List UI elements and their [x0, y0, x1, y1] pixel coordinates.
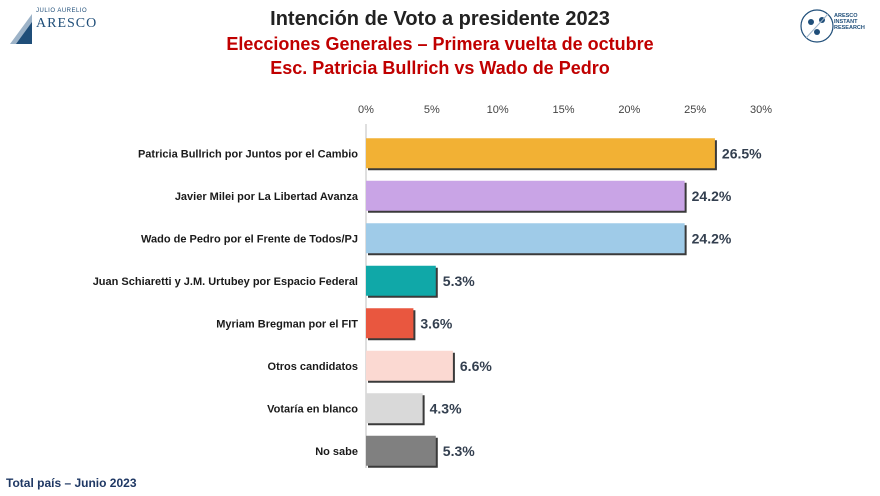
data-label: 4.3% — [430, 400, 462, 416]
category-label: Votaría en blanco — [267, 403, 358, 415]
bar — [366, 138, 715, 169]
data-label: 6.6% — [460, 358, 492, 374]
logo-small-text: JULIO AURELIO — [36, 8, 88, 14]
x-tick-label: 20% — [618, 104, 640, 116]
bar — [366, 180, 685, 211]
bar — [366, 435, 436, 466]
bar-chart: 0% 5% 10% 15% 20% 25% 30% Patricia Bullrich por… — [93, 104, 772, 468]
logo-right-line: ARESCO — [834, 13, 858, 19]
data-label: 24.2% — [692, 188, 732, 204]
aresco-logo: JULIO AURELIO ARESCO — [8, 8, 98, 48]
footer-note: Total país – Junio 2023 — [6, 476, 137, 490]
data-label: 5.3% — [443, 273, 475, 289]
data-label: 26.5% — [722, 145, 762, 161]
x-tick-label: 5% — [424, 104, 440, 116]
x-tick-label: 10% — [487, 104, 509, 116]
aresco-logo-mark-icon — [10, 14, 32, 44]
logo-right-line: RESEARCH — [834, 25, 865, 31]
logo-big-text: ARESCO — [36, 16, 98, 31]
chart-subtitle-1: Elecciones Generales – Primera vuelta de… — [226, 34, 654, 54]
logo-right-text: ARESCO INSTANT RESEARCH — [834, 13, 865, 31]
x-tick-label: 15% — [552, 104, 574, 116]
bar — [366, 350, 453, 381]
chart-titles: Intención de Voto a presidente 2023 Elec… — [0, 6, 880, 80]
aresco-instant-research-logo: ARESCO INSTANT RESEARCH — [800, 8, 866, 48]
data-label: 24.2% — [692, 230, 732, 246]
bar — [366, 308, 414, 339]
x-tick-label: 25% — [684, 104, 706, 116]
category-label: Otros candidatos — [268, 361, 358, 373]
globe-figures-icon — [800, 9, 834, 43]
logo-right-line: INSTANT — [834, 19, 858, 25]
x-tick-label: 0% — [358, 104, 374, 116]
chart-title: Intención de Voto a presidente 2023 — [270, 8, 610, 30]
bar — [366, 393, 423, 424]
chart-subtitle-2: Esc. Patricia Bullrich vs Wado de Pedro — [270, 58, 610, 78]
x-tick-label: 30% — [750, 104, 772, 116]
bar — [366, 223, 685, 254]
category-label: Wado de Pedro por el Frente de Todos/PJ — [141, 233, 358, 245]
category-label: Patricia Bullrich por Juntos por el Camb… — [138, 148, 358, 160]
bar — [366, 265, 436, 296]
category-label: No sabe — [315, 446, 358, 458]
data-label: 5.3% — [443, 443, 475, 459]
category-label: Juan Schiaretti y J.M. Urtubey por Espac… — [93, 276, 358, 288]
data-label: 3.6% — [420, 315, 452, 331]
category-label: Javier Milei por La Libertad Avanza — [175, 191, 359, 203]
category-label: Myriam Bregman por el FIT — [216, 318, 358, 330]
